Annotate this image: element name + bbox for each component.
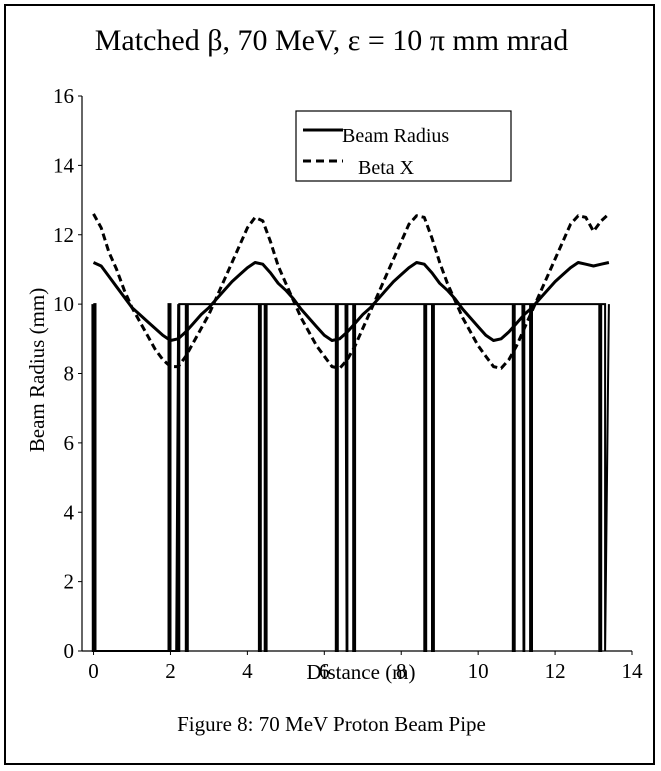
y-tick-label: 12: [53, 223, 74, 247]
x-tick-label: 4: [242, 659, 253, 683]
y-tick-label: 0: [64, 639, 75, 663]
aperture-line: [91, 303, 610, 652]
x-tick-label: 0: [88, 659, 99, 683]
series-beta-x-line: [92, 212, 610, 370]
tick-labels: 0 2 4 6 8 10 12 14 16 0 2 4 6 8 10 12 14: [53, 84, 643, 683]
x-tick-label: 2: [165, 659, 176, 683]
legend-label-beta-x: Beta X: [358, 157, 415, 179]
y-tick-label: 14: [53, 153, 75, 177]
x-tick-label: 12: [545, 659, 566, 683]
x-axis-label: Distance (m): [306, 660, 415, 684]
legend: Beam Radius Beta X: [295, 110, 512, 182]
figure-caption: Figure 8: 70 MeV Proton Beam Pipe: [177, 712, 486, 736]
legend-label-beam-radius: Beam Radius: [342, 125, 449, 147]
series-beam-radius-line: [92, 261, 610, 342]
x-tick-label: 10: [468, 659, 489, 683]
aperture-lines: [91, 303, 610, 652]
series-lines: [92, 212, 610, 370]
y-tick-label: 6: [64, 431, 75, 455]
chart-title: Matched β, 70 MeV, ε = 10 π mm mrad: [94, 24, 569, 57]
y-tick-label: 8: [64, 362, 75, 386]
y-axis-label: Beam Radius (mm): [25, 288, 49, 452]
x-tick-label: 14: [622, 659, 644, 683]
y-tick-label: 2: [64, 570, 75, 594]
y-tick-label: 4: [64, 500, 75, 524]
legend-box: [295, 110, 512, 182]
y-tick-label: 10: [53, 292, 74, 316]
x-tick-label: 8: [396, 659, 407, 683]
y-tick-label: 16: [53, 84, 74, 108]
x-tick-label: 6: [319, 659, 330, 683]
